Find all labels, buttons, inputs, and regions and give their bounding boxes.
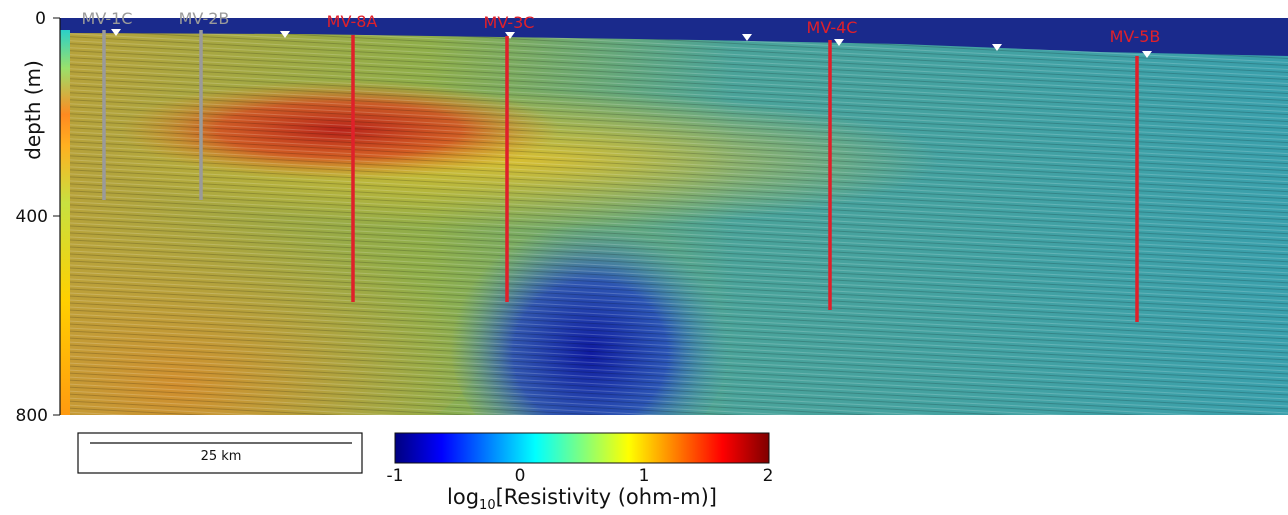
marker-triangle (280, 31, 290, 38)
marker-triangle (1142, 51, 1152, 58)
y-axis: 0 400 800 depth (m) (16, 9, 61, 426)
section-panel (60, 18, 1288, 415)
colorbar-tick-0: 0 (515, 466, 526, 486)
water-layer (60, 18, 1288, 56)
well-label-mv-3c: MV-3C (484, 13, 535, 32)
well-label-mv-5b: MV-5B (1110, 27, 1161, 46)
left-resistivity-strip (60, 30, 70, 415)
y-axis-label: depth (m) (21, 60, 45, 160)
scale-bar: 25 km (77, 432, 363, 474)
ytick-800: 800 (16, 406, 48, 426)
wells: MV-1C MV-2B MV-8A MV-3C MV-4C MV-5B (82, 9, 1161, 322)
marker-triangle (111, 29, 121, 36)
ytick-400: 400 (16, 207, 48, 227)
scale-bar-label: 25 km (201, 449, 242, 464)
well-label-mv-8a: MV-8A (327, 12, 378, 31)
colorbar-tick-1: 1 (639, 466, 650, 486)
marker-triangle (992, 44, 1002, 51)
marker-triangle (834, 39, 844, 46)
well-label-mv-2b: MV-2B (179, 9, 230, 28)
ytick-0: 0 (35, 9, 46, 29)
well-label-mv-1c: MV-1C (82, 9, 133, 28)
marker-triangle (742, 34, 752, 41)
colorbar-gradient (394, 432, 770, 464)
marker-triangle (505, 32, 515, 39)
well-label-mv-4c: MV-4C (807, 18, 858, 37)
colorbar-tick-minus1: -1 (387, 466, 404, 486)
seafloor-markers (111, 29, 1152, 58)
colorbar: -1 0 1 2 log10[Resistivity (ohm-m)] (387, 432, 774, 513)
colorbar-title: log10[Resistivity (ohm-m)] (447, 485, 717, 513)
colorbar-tick-2: 2 (763, 466, 774, 486)
